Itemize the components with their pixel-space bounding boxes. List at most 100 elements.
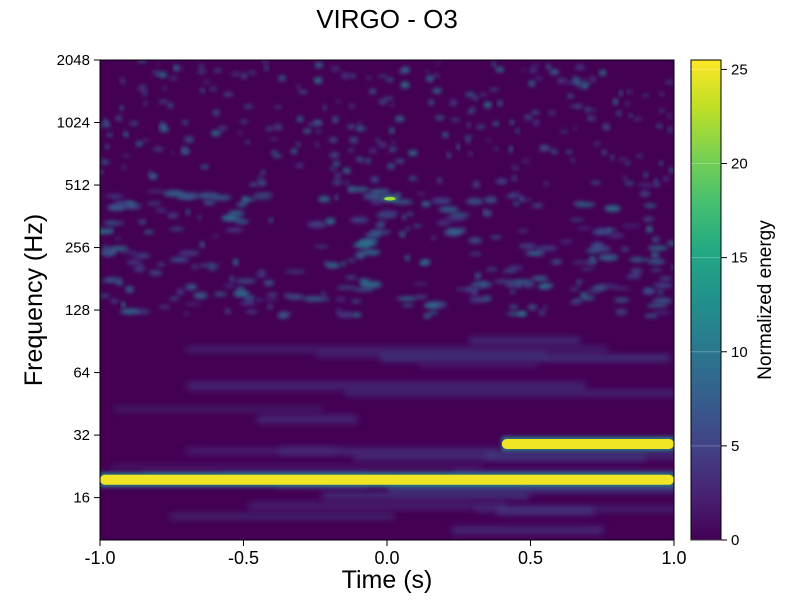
- noise-speckle: [244, 140, 251, 144]
- noise-speckle: [577, 227, 592, 230]
- noise-speckle: [353, 287, 375, 292]
- noise-speckle: [633, 117, 643, 121]
- noise-speckle: [212, 109, 220, 117]
- noise-speckle: [431, 73, 441, 78]
- noise-speckle: [250, 197, 272, 200]
- noise-speckle: [618, 90, 624, 97]
- noise-speckle: [119, 77, 126, 85]
- noise-speckle: [401, 214, 407, 220]
- noise-speckle: [178, 250, 200, 256]
- noise-speckle: [507, 265, 523, 271]
- colorbar-tick-label: 25: [731, 61, 748, 78]
- noise-speckle: [550, 149, 558, 154]
- noise-band: [469, 338, 581, 343]
- noise-speckle: [267, 304, 274, 310]
- noise-speckle: [423, 313, 432, 319]
- noise-speckle: [628, 114, 634, 117]
- y-tick-label: 32: [73, 427, 90, 444]
- noise-speckle: [234, 219, 250, 225]
- noise-speckle: [347, 149, 355, 152]
- noise-speckle: [467, 152, 473, 156]
- noise-speckle: [279, 312, 293, 316]
- noise-speckle: [106, 205, 126, 211]
- noise-speckle: [424, 70, 430, 73]
- noise-speckle: [643, 172, 649, 178]
- noise-speckle: [378, 98, 388, 105]
- noise-speckle: [169, 257, 190, 263]
- noise-speckle: [135, 141, 144, 147]
- noise-speckle: [121, 154, 131, 157]
- noise-speckle: [349, 216, 369, 223]
- noise-speckle: [512, 201, 520, 206]
- noise-speckle: [406, 212, 414, 216]
- noise-speckle: [133, 266, 145, 272]
- noise-speckle: [137, 84, 147, 92]
- noise-speckle: [148, 173, 156, 179]
- noise-speckle: [586, 259, 598, 266]
- noise-speckle: [515, 128, 520, 133]
- noise-speckle: [265, 127, 273, 131]
- noise-speckle: [647, 259, 666, 265]
- noise-speckle: [302, 128, 312, 134]
- noise-speckle: [239, 120, 249, 124]
- noise-speckle: [651, 236, 660, 243]
- noise-speckle: [537, 285, 551, 290]
- noise-speckle: [114, 115, 123, 121]
- noise-speckle: [470, 289, 478, 296]
- noise-speckle: [370, 176, 380, 183]
- noise-speckle: [636, 183, 657, 187]
- noise-speckle: [435, 62, 441, 65]
- noise-speckle: [610, 154, 615, 161]
- noise-speckle: [509, 120, 515, 125]
- noise-speckle: [360, 281, 382, 289]
- noise-speckle: [572, 201, 585, 205]
- noise-speckle: [345, 276, 358, 279]
- noise-speckle: [404, 255, 411, 261]
- noise-speckle: [495, 67, 505, 73]
- noise-speckle: [332, 180, 343, 185]
- noise-speckle: [606, 233, 624, 239]
- noise-speckle: [375, 138, 381, 143]
- noise-speckle: [213, 292, 227, 296]
- noise-speckle: [208, 87, 218, 91]
- noise-speckle: [463, 135, 474, 138]
- noise-speckle: [134, 253, 150, 259]
- noise-speckle: [580, 292, 588, 297]
- noise-speckle: [264, 65, 269, 70]
- noise-band: [315, 352, 547, 357]
- noise-speckle: [668, 167, 674, 173]
- noise-speckle: [129, 121, 139, 126]
- noise-band: [387, 485, 674, 492]
- noise-speckle: [416, 192, 427, 195]
- noise-speckle: [351, 312, 362, 317]
- noise-speckle: [543, 182, 550, 186]
- noise-speckle: [256, 179, 267, 187]
- noise-speckle: [176, 66, 184, 70]
- noise-speckle: [432, 88, 442, 94]
- noise-speckle: [155, 208, 168, 212]
- noise-speckle: [365, 158, 371, 164]
- noise-speckle: [229, 276, 235, 283]
- colorbar-tick-label: 5: [731, 438, 739, 455]
- noise-speckle: [590, 181, 601, 185]
- noise-band: [187, 382, 586, 390]
- y-axis: 16 32 64 128 256 512 1024 2048: [57, 52, 100, 507]
- noise-speckle: [370, 198, 384, 205]
- noise-speckle: [375, 222, 385, 229]
- noise-speckle: [147, 201, 162, 205]
- noise-speckle: [657, 290, 664, 294]
- noise-speckle: [278, 75, 287, 82]
- noise-speckle: [569, 218, 584, 222]
- noise-band: [186, 347, 608, 352]
- noise-speckle: [109, 246, 129, 252]
- noise-speckle: [450, 118, 461, 122]
- noise-speckle: [235, 286, 245, 293]
- noise-speckle: [211, 235, 219, 238]
- noise-band: [248, 503, 507, 509]
- noise-speckle: [257, 297, 263, 302]
- noise-speckle: [368, 148, 378, 153]
- noise-speckle: [436, 177, 443, 184]
- noise-speckle: [652, 297, 673, 304]
- noise-speckle: [465, 92, 476, 97]
- noise-speckle: [331, 116, 339, 123]
